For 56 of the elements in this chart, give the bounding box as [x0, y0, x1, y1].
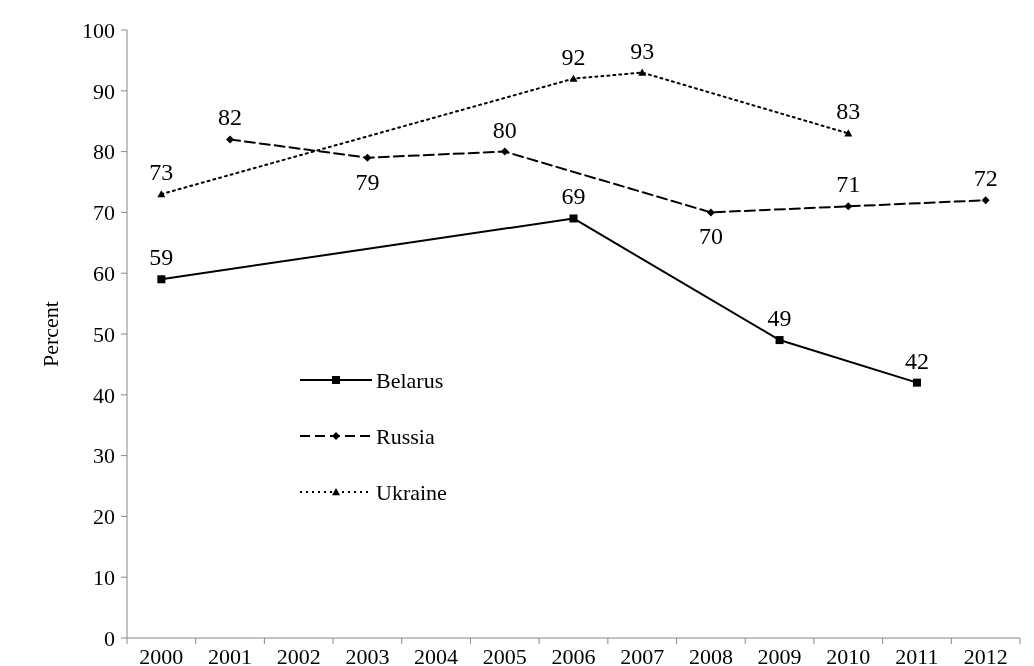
point — [363, 153, 372, 162]
data-label: 82 — [218, 104, 243, 131]
data-label: 93 — [630, 37, 655, 64]
x-tick-label: 2010 — [826, 644, 871, 666]
y-tick-label: 20 — [93, 504, 115, 530]
x-tick-label: 2004 — [414, 644, 459, 666]
x-tick-label: 2011 — [895, 644, 939, 666]
x-tick-label: 2012 — [963, 644, 1008, 666]
y-tick-label: 40 — [93, 382, 115, 408]
point — [844, 129, 853, 137]
x-tick-label: 2000 — [139, 644, 184, 666]
data-label: 80 — [492, 116, 517, 143]
point — [638, 68, 647, 76]
point — [569, 74, 578, 82]
point — [500, 147, 509, 156]
y-tick-label: 60 — [93, 260, 115, 286]
point — [706, 208, 715, 217]
y-tick-label: 90 — [93, 78, 115, 104]
legend-label: Belarus — [376, 367, 444, 393]
point — [157, 190, 166, 198]
point — [912, 378, 921, 387]
point — [226, 135, 235, 144]
x-tick-label: 2002 — [276, 644, 321, 666]
point — [569, 214, 578, 223]
point — [844, 202, 853, 211]
data-label: 79 — [355, 168, 380, 195]
point — [981, 196, 990, 205]
y-tick-label: 30 — [93, 443, 115, 469]
x-tick-label: 2001 — [208, 644, 253, 666]
x-tick-label: 2003 — [345, 644, 390, 666]
data-label: 59 — [149, 244, 174, 271]
data-label: 69 — [561, 183, 586, 210]
data-label: 83 — [836, 98, 861, 125]
y-tick-label: 0 — [104, 625, 115, 651]
x-tick-label: 2005 — [482, 644, 527, 666]
y-axis-title: Percent — [38, 301, 63, 367]
legend-label: Ukraine — [376, 479, 447, 505]
data-label: 70 — [698, 223, 723, 250]
data-label: 49 — [767, 305, 792, 332]
x-tick-label: 2008 — [688, 644, 733, 666]
y-tick-label: 10 — [93, 564, 115, 590]
data-label: 42 — [904, 347, 929, 374]
y-tick-label: 50 — [93, 321, 115, 347]
x-tick-label: 2006 — [551, 644, 596, 666]
x-tick-label: 2009 — [757, 644, 802, 666]
y-tick-label: 80 — [93, 139, 115, 165]
legend-label: Russia — [376, 423, 435, 449]
point — [775, 336, 784, 345]
y-tick-label: 70 — [93, 200, 115, 226]
x-tick-label: 2007 — [620, 644, 665, 666]
data-label: 73 — [149, 159, 174, 186]
data-label: 72 — [973, 165, 998, 192]
point — [157, 275, 166, 284]
y-tick-label: 100 — [82, 17, 115, 43]
data-label: 92 — [561, 43, 586, 70]
data-label: 71 — [836, 171, 861, 198]
